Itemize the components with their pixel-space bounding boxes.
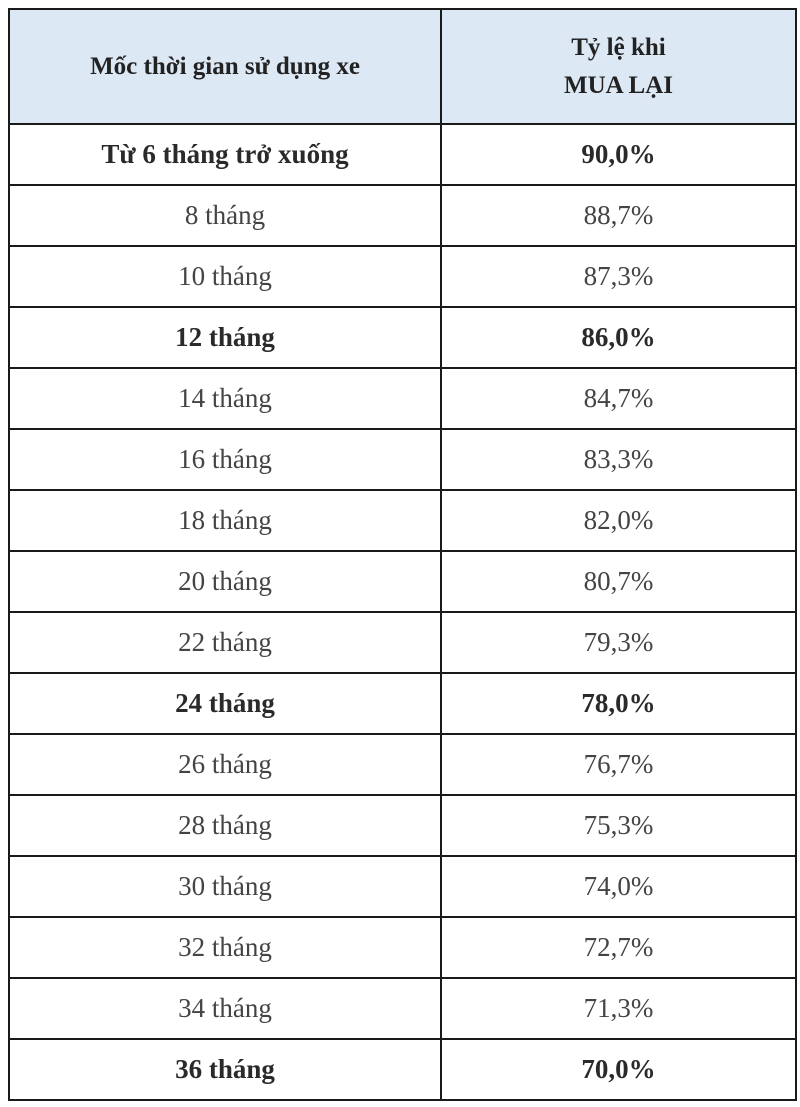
buyback-rate-cell: 82,0% (440, 489, 797, 552)
usage-period-cell: 16 tháng (8, 428, 442, 491)
usage-period-cell: 10 tháng (8, 245, 442, 308)
buyback-rate-cell: 90,0% (440, 123, 797, 186)
buyback-rate-cell: 78,0% (440, 672, 797, 735)
buyback-rate-cell: 87,3% (440, 245, 797, 308)
usage-period-cell: 22 tháng (8, 611, 442, 674)
table-row: 32 tháng 72,7% (8, 916, 797, 979)
usage-period-cell: Từ 6 tháng trở xuống (8, 123, 442, 186)
table-row: 20 tháng 80,7% (8, 550, 797, 613)
buyback-rate-cell: 80,7% (440, 550, 797, 613)
header-buyback-rate-line2: MUA LẠI (563, 71, 674, 99)
usage-period-cell: 28 tháng (8, 794, 442, 857)
buyback-rate-cell: 76,7% (440, 733, 797, 796)
table-row: 22 tháng 79,3% (8, 611, 797, 674)
table-row: 26 tháng 76,7% (8, 733, 797, 796)
header-buyback-rate-line1: Tỷ lệ khi (571, 33, 666, 61)
header-row: Mốc thời gian sử dụng xe Tỷ lệ khi MUA L… (8, 8, 797, 125)
usage-period-cell: 34 tháng (8, 977, 442, 1040)
buyback-rate-cell: 83,3% (440, 428, 797, 491)
buyback-rate-cell: 88,7% (440, 184, 797, 247)
usage-period-cell: 32 tháng (8, 916, 442, 979)
table-row: 36 tháng 70,0% (8, 1038, 797, 1101)
usage-period-cell: 20 tháng (8, 550, 442, 613)
usage-period-cell: 14 tháng (8, 367, 442, 430)
buyback-rate-table: Mốc thời gian sử dụng xe Tỷ lệ khi MUA L… (8, 8, 797, 1101)
header-buyback-rate: Tỷ lệ khi MUA LẠI (440, 8, 797, 125)
buyback-rate-cell: 86,0% (440, 306, 797, 369)
table-row: 24 tháng 78,0% (8, 672, 797, 735)
table-row: 8 tháng 88,7% (8, 184, 797, 247)
buyback-rate-cell: 79,3% (440, 611, 797, 674)
table-row: Từ 6 tháng trở xuống 90,0% (8, 123, 797, 186)
usage-period-cell: 12 tháng (8, 306, 442, 369)
table-row: 14 tháng 84,7% (8, 367, 797, 430)
usage-period-cell: 30 tháng (8, 855, 442, 918)
buyback-rate-cell: 84,7% (440, 367, 797, 430)
usage-period-cell: 8 tháng (8, 184, 442, 247)
table-row: 10 tháng 87,3% (8, 245, 797, 308)
usage-period-cell: 18 tháng (8, 489, 442, 552)
usage-period-cell: 26 tháng (8, 733, 442, 796)
table-row: 18 tháng 82,0% (8, 489, 797, 552)
usage-period-cell: 24 tháng (8, 672, 442, 735)
table-row: 12 tháng 86,0% (8, 306, 797, 369)
table-row: 30 tháng 74,0% (8, 855, 797, 918)
buyback-rate-cell: 71,3% (440, 977, 797, 1040)
table-body: Từ 6 tháng trở xuống 90,0% 8 tháng 88,7% 10 … (8, 123, 797, 1101)
header-usage-period-label: Mốc thời gian sử dụng xe (90, 52, 360, 80)
header-usage-period: Mốc thời gian sử dụng xe (8, 8, 442, 125)
buyback-rate-cell: 74,0% (440, 855, 797, 918)
usage-period-cell: 36 tháng (8, 1038, 442, 1101)
table-row: 16 tháng 83,3% (8, 428, 797, 491)
buyback-rate-cell: 72,7% (440, 916, 797, 979)
buyback-rate-cell: 70,0% (440, 1038, 797, 1101)
buyback-rate-cell: 75,3% (440, 794, 797, 857)
table-row: 34 tháng 71,3% (8, 977, 797, 1040)
table-row: 28 tháng 75,3% (8, 794, 797, 857)
